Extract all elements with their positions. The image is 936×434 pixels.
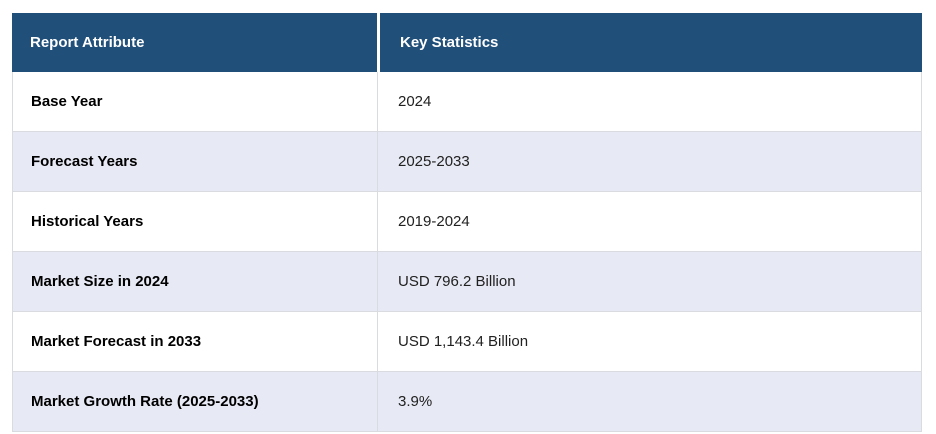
column-header-key-statistics: Key Statistics xyxy=(377,13,922,72)
column-header-report-attribute: Report Attribute xyxy=(12,13,377,72)
value-cell: 3.9% xyxy=(377,372,922,432)
value-cell: 2019-2024 xyxy=(377,192,922,252)
attribute-cell: Market Growth Rate (2025-2033) xyxy=(12,372,377,432)
table-row: Market Growth Rate (2025-2033) 3.9% xyxy=(12,372,922,432)
table-row: Forecast Years 2025-2033 xyxy=(12,132,922,192)
value-cell: USD 796.2 Billion xyxy=(377,252,922,312)
table-header-row: Report Attribute Key Statistics xyxy=(12,13,922,72)
table-row: Market Forecast in 2033 USD 1,143.4 Bill… xyxy=(12,312,922,372)
value-cell: 2024 xyxy=(377,72,922,132)
attribute-cell: Historical Years xyxy=(12,192,377,252)
attribute-cell: Forecast Years xyxy=(12,132,377,192)
table-row: Market Size in 2024 USD 796.2 Billion xyxy=(12,252,922,312)
value-cell: USD 1,143.4 Billion xyxy=(377,312,922,372)
attribute-cell: Market Forecast in 2033 xyxy=(12,312,377,372)
attribute-cell: Base Year xyxy=(12,72,377,132)
report-statistics-table: Report Attribute Key Statistics Base Yea… xyxy=(12,13,922,432)
attribute-cell: Market Size in 2024 xyxy=(12,252,377,312)
table-row: Base Year 2024 xyxy=(12,72,922,132)
value-cell: 2025-2033 xyxy=(377,132,922,192)
table-row: Historical Years 2019-2024 xyxy=(12,192,922,252)
